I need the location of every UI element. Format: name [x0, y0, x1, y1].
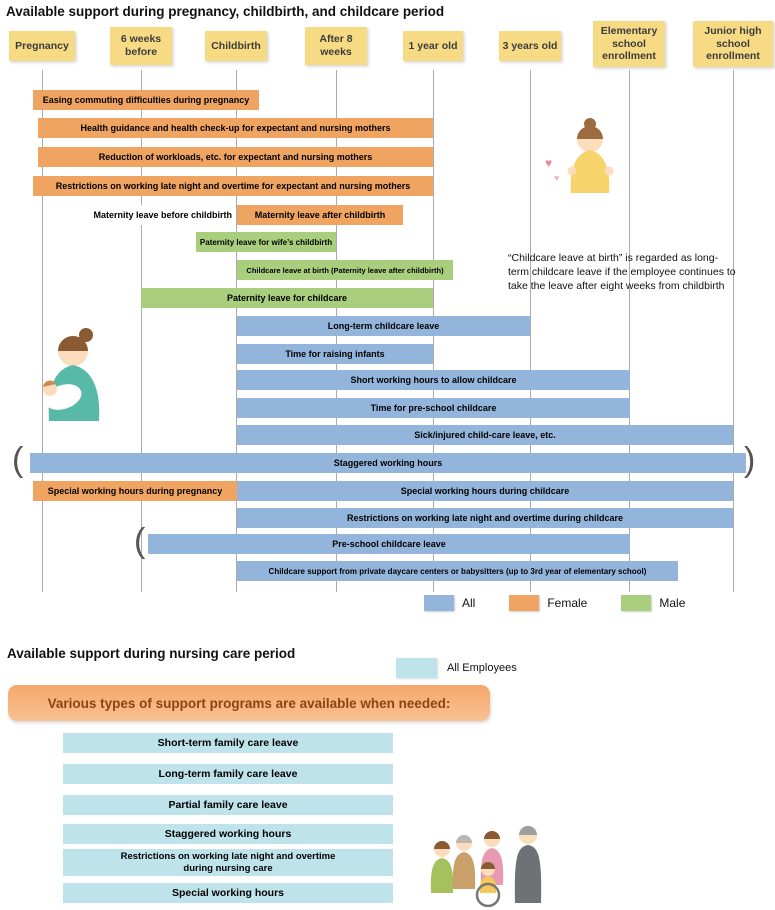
all-employees-color-swatch	[396, 658, 437, 678]
support-bar-maternity-before: Maternity leave before childbirth	[60, 205, 236, 225]
svg-text:♥: ♥	[554, 173, 559, 183]
timeline-gridline	[42, 70, 43, 592]
torn-edge-left-icon	[12, 443, 23, 477]
support-bar-paternity-childcare: Paternity leave for childcare	[141, 288, 433, 308]
all-color-swatch	[424, 595, 454, 611]
milestone-1-year-old: 1 year old	[403, 31, 463, 61]
timeline-gridline	[141, 70, 142, 592]
milestone-3-years-old: 3 years old	[499, 31, 561, 61]
support-bar-reduction-workloads: Reduction of workloads, etc. for expecta…	[38, 147, 433, 167]
support-bar-restrictions-childcare: Restrictions on working late night and o…	[237, 508, 733, 528]
support-bar-preschool-leave: Pre-school childcare leave	[148, 534, 630, 554]
legend-label: All Employees	[447, 662, 517, 674]
support-bar-childcare-at-birth: Childcare leave at birth (Paternity leav…	[237, 260, 453, 280]
support-bar-short-working-hours: Short working hours to allow childcare	[237, 370, 630, 390]
nursing-bar-long-term-leave: Long-term family care leave	[63, 764, 393, 784]
timeline-gridline	[733, 70, 734, 592]
svg-text:♥: ♥	[545, 156, 552, 170]
support-bar-sick-child-leave: Sick/injured child-care leave, etc.	[237, 425, 733, 445]
nursing-legend: All Employees	[396, 658, 517, 678]
family-with-wheelchair-illustration	[426, 813, 548, 908]
torn-edge-preschool-icon	[134, 524, 145, 558]
milestone-elementary-school: Elementary school enrollment	[593, 21, 665, 67]
pregnant-woman-illustration: ♥ ♥	[545, 117, 625, 209]
torn-edge-right-icon	[744, 443, 755, 477]
milestone-childbirth: Childbirth	[205, 31, 267, 61]
support-bar-easing-commuting: Easing commuting difficulties during pre…	[33, 90, 259, 110]
milestone-pregnancy: Pregnancy	[9, 31, 75, 61]
milestone-6-weeks-before: 6 weeks before	[110, 27, 172, 65]
female-color-swatch	[509, 595, 540, 611]
milestone-junior-high-school: Junior high school enrollment	[693, 21, 773, 67]
timeline-gridline	[530, 70, 531, 592]
support-bar-special-hours-childcare: Special working hours during childcare	[237, 481, 733, 501]
nursing-bar-restrictions: Restrictions on working late night and o…	[63, 849, 393, 876]
nursing-callout-banner: Various types of support programs are av…	[8, 685, 490, 721]
legend-item-female: Female	[509, 595, 587, 611]
childcare-leave-note: “Childcare leave at birth” is regarded a…	[508, 252, 736, 293]
legend-item-all: All	[424, 595, 475, 611]
childcare-section-title: Available support during pregnancy, chil…	[6, 4, 445, 19]
nursing-bar-partial-leave: Partial family care leave	[63, 795, 393, 815]
mother-holding-baby-illustration	[23, 327, 115, 431]
support-bar-preschool-time: Time for pre-school childcare	[237, 398, 630, 418]
childcare-legend: All Female Male	[424, 595, 685, 611]
milestone-after-8-weeks: After 8 weeks	[305, 27, 367, 65]
timeline-gridline	[629, 70, 630, 592]
legend-label: All	[462, 596, 476, 610]
support-bar-daycare-support: Childcare support from private daycare c…	[237, 561, 678, 581]
legend-label: Female	[547, 596, 588, 610]
legend-item-male: Male	[621, 595, 685, 611]
timeline-gridline	[236, 70, 237, 592]
male-color-swatch	[621, 595, 652, 611]
support-bar-long-term-leave: Long-term childcare leave	[237, 316, 530, 336]
support-bar-health-guidance: Health guidance and health check-up for …	[38, 118, 433, 138]
nursing-bar-staggered-hours: Staggered working hours	[63, 824, 393, 844]
support-bar-raising-infants: Time for raising infants	[237, 344, 433, 364]
support-bar-special-hours-pregnancy: Special working hours during pregnancy	[33, 481, 237, 501]
support-bar-paternity-wife: Paternity leave for wife’s childbirth	[196, 232, 336, 252]
legend-label: Male	[659, 596, 686, 610]
nursing-bar-special-hours: Special working hours	[63, 883, 393, 903]
nursing-bar-short-term-leave: Short-term family care leave	[63, 733, 393, 753]
support-bar-restrictions-pregnancy: Restrictions on working late night and o…	[33, 176, 433, 196]
support-bar-staggered-hours: Staggered working hours	[30, 453, 746, 473]
nursing-section-title: Available support during nursing care pe…	[7, 646, 296, 661]
support-bar-maternity-after: Maternity leave after childbirth	[237, 205, 403, 225]
